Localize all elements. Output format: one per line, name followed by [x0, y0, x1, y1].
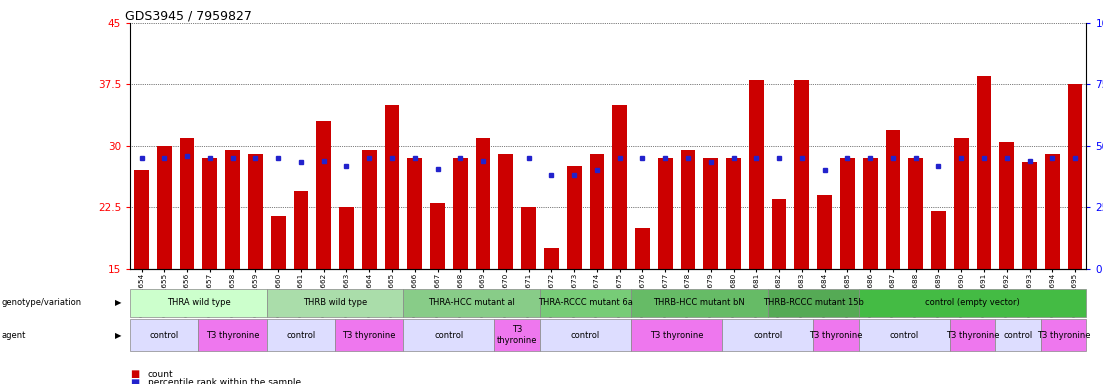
- Text: THRA-HCC mutant al: THRA-HCC mutant al: [428, 298, 515, 308]
- Bar: [362, 150, 376, 269]
- Bar: [817, 195, 832, 269]
- Bar: [908, 158, 923, 269]
- Text: T3 thyronine: T3 thyronine: [810, 331, 863, 339]
- Bar: [681, 150, 695, 269]
- Bar: [794, 80, 810, 269]
- Text: GDS3945 / 7959827: GDS3945 / 7959827: [125, 10, 251, 23]
- Text: control: control: [287, 331, 315, 339]
- Text: control: control: [1004, 331, 1032, 339]
- Text: ▶: ▶: [115, 331, 121, 339]
- Bar: [567, 166, 581, 269]
- Text: ■: ■: [130, 369, 139, 379]
- Bar: [863, 158, 878, 269]
- Bar: [453, 158, 468, 269]
- Bar: [772, 199, 786, 269]
- Text: control (empty vector): control (empty vector): [925, 298, 1020, 308]
- Bar: [1045, 154, 1060, 269]
- Bar: [954, 138, 968, 269]
- Text: control: control: [890, 331, 919, 339]
- Text: T3 thyronine: T3 thyronine: [206, 331, 259, 339]
- Bar: [589, 154, 604, 269]
- Text: T3 thyronine: T3 thyronine: [946, 331, 999, 339]
- Text: T3 thyronine: T3 thyronine: [650, 331, 704, 339]
- Bar: [135, 170, 149, 269]
- Bar: [886, 129, 900, 269]
- Text: control: control: [150, 331, 179, 339]
- Text: genotype/variation: genotype/variation: [1, 298, 82, 308]
- Bar: [976, 76, 992, 269]
- Bar: [339, 207, 354, 269]
- Bar: [248, 154, 263, 269]
- Text: control: control: [571, 331, 600, 339]
- Bar: [749, 80, 763, 269]
- Bar: [704, 158, 718, 269]
- Text: percentile rank within the sample: percentile rank within the sample: [148, 378, 301, 384]
- Text: count: count: [148, 370, 173, 379]
- Bar: [157, 146, 172, 269]
- Text: THRA-RCCC mutant 6a: THRA-RCCC mutant 6a: [538, 298, 633, 308]
- Bar: [726, 158, 741, 269]
- Bar: [931, 212, 946, 269]
- Text: THRB-RCCC mutant 15b: THRB-RCCC mutant 15b: [763, 298, 864, 308]
- Bar: [293, 191, 309, 269]
- Bar: [499, 154, 513, 269]
- Text: control: control: [753, 331, 782, 339]
- Bar: [1068, 84, 1082, 269]
- Text: agent: agent: [1, 331, 25, 339]
- Text: T3 thyronine: T3 thyronine: [342, 331, 396, 339]
- Text: T3 thyronine: T3 thyronine: [1037, 331, 1091, 339]
- Bar: [612, 105, 628, 269]
- Text: THRB-HCC mutant bN: THRB-HCC mutant bN: [653, 298, 746, 308]
- Bar: [840, 158, 855, 269]
- Text: T3
thyronine: T3 thyronine: [497, 325, 537, 345]
- Bar: [225, 150, 240, 269]
- Bar: [317, 121, 331, 269]
- Text: THRB wild type: THRB wild type: [303, 298, 367, 308]
- Bar: [544, 248, 559, 269]
- Bar: [203, 158, 217, 269]
- Text: control: control: [435, 331, 463, 339]
- Bar: [657, 158, 673, 269]
- Bar: [385, 105, 399, 269]
- Bar: [1022, 162, 1037, 269]
- Bar: [475, 138, 491, 269]
- Bar: [999, 142, 1014, 269]
- Text: THRA wild type: THRA wild type: [167, 298, 231, 308]
- Bar: [430, 203, 445, 269]
- Text: ▶: ▶: [115, 298, 121, 308]
- Bar: [522, 207, 536, 269]
- Bar: [407, 158, 422, 269]
- Bar: [180, 138, 194, 269]
- Text: ■: ■: [130, 378, 139, 384]
- Bar: [270, 215, 286, 269]
- Bar: [635, 228, 650, 269]
